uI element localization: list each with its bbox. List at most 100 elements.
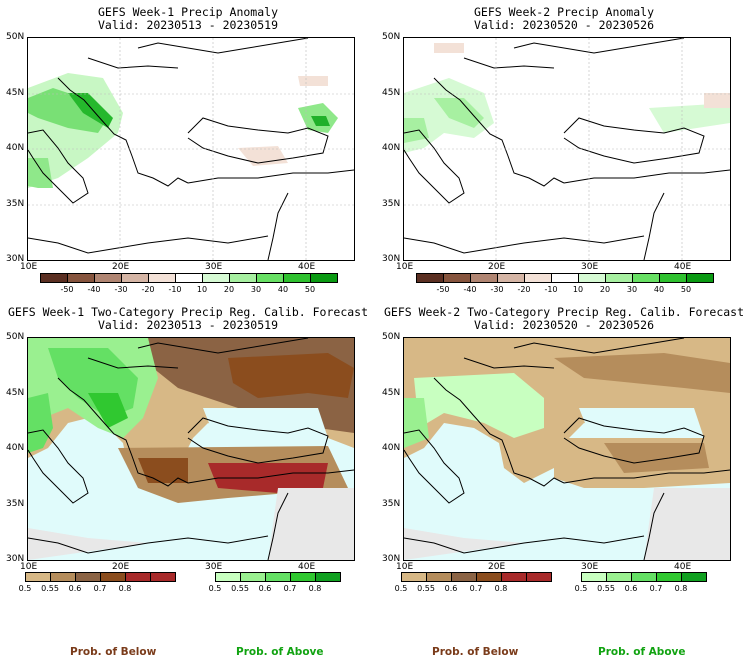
colorbar-label: -20 <box>141 285 155 294</box>
map-week2-anomaly <box>403 37 731 261</box>
colorbar-label: 0.55 <box>597 584 615 593</box>
colorbar-swatch <box>686 273 714 283</box>
colorbar-swatch <box>148 273 176 283</box>
lat-label-35n: 35N <box>382 199 401 209</box>
colorbar-label: 50 <box>304 285 316 294</box>
map-week2-probability <box>403 337 731 561</box>
colorbar-label: 0.5 <box>394 584 408 593</box>
colorbar-swatch <box>265 572 291 582</box>
colorbar-swatch <box>401 572 427 582</box>
panel-valid-date: Valid: 20230513 - 20230519 <box>97 18 278 32</box>
colorbar-label: -30 <box>490 285 504 294</box>
colorbar-swatch <box>443 273 471 283</box>
colorbar-swatch <box>497 273 525 283</box>
lon-label-10e: 10E <box>396 562 414 572</box>
lon-label-10e: 10E <box>20 262 38 272</box>
colorbar-swatch <box>121 273 149 283</box>
colorbar-label: 0.55 <box>231 584 249 593</box>
colorbar-label: 0.5 <box>18 584 32 593</box>
colorbar-swatch <box>470 273 498 283</box>
colorbar-swatch <box>290 572 316 582</box>
colorbar-label: 0.5 <box>208 584 222 593</box>
prob-below-colorbar: 0.5 0.55 0.6 0.7 0.8 <box>395 572 561 598</box>
colorbar-label: 0.6 <box>624 584 638 593</box>
colorbar-label: 0.8 <box>118 584 132 593</box>
map-canvas <box>28 338 354 560</box>
panel-title: GEFS Week-2 Precip Anomaly <box>473 5 654 19</box>
lat-label-45n: 45N <box>382 88 401 98</box>
colorbar-label: -30 <box>114 285 128 294</box>
lon-label-10e: 10E <box>396 262 414 272</box>
colorbar-swatch <box>416 273 444 283</box>
anomaly-colorbar: -50 -40 -30 -20 -10 10 20 30 40 50 <box>40 273 340 297</box>
colorbar-swatch <box>67 273 95 283</box>
colorbar-label: 10 <box>572 285 584 294</box>
lon-label-40e: 40E <box>674 562 692 572</box>
legend-prob-above: Prob. of Above <box>236 646 324 658</box>
lon-label-20e: 20E <box>112 262 130 272</box>
lon-label-30e: 30E <box>581 562 599 572</box>
colorbar-label: -50 <box>60 285 74 294</box>
colorbar-swatch <box>656 572 682 582</box>
lat-label-30n: 30N <box>6 554 25 564</box>
prob-above-colorbar: 0.5 0.55 0.6 0.7 0.8 <box>575 572 721 598</box>
colorbar-label: 0.7 <box>283 584 297 593</box>
colorbar-swatch <box>451 572 477 582</box>
lat-label-45n: 45N <box>382 388 401 398</box>
colorbar-swatch <box>631 572 657 582</box>
lon-label-10e: 10E <box>20 562 38 572</box>
colorbar-swatch <box>681 572 707 582</box>
colorbar-label: 0.7 <box>93 584 107 593</box>
colorbar-label: -40 <box>463 285 477 294</box>
colorbar-swatch <box>283 273 311 283</box>
prob-above-colorbar: 0.5 0.55 0.6 0.7 0.8 <box>209 572 355 598</box>
panel-week1-anomaly: GEFS Week-1 Precip Anomaly Valid: 202305… <box>0 0 376 300</box>
colorbar-label: 0.6 <box>444 584 458 593</box>
colorbar-swatch <box>426 572 452 582</box>
colorbar-swatch <box>256 273 284 283</box>
lat-label-50n: 50N <box>382 32 401 42</box>
colorbar-swatch <box>40 273 68 283</box>
colorbar-label: 0.8 <box>308 584 322 593</box>
lon-label-30e: 30E <box>205 562 223 572</box>
panel-title: GEFS Week-2 Two-Category Precip Reg. Cal… <box>383 305 745 319</box>
colorbar-swatch <box>240 572 266 582</box>
lon-label-20e: 20E <box>488 562 506 572</box>
lon-label-30e: 30E <box>581 262 599 272</box>
lat-label-40n: 40N <box>6 443 25 453</box>
colorbar-swatch <box>578 273 606 283</box>
lat-label-30n: 30N <box>382 554 401 564</box>
map-week1-anomaly <box>27 37 355 261</box>
colorbar-swatch <box>632 273 660 283</box>
lon-label-30e: 30E <box>205 262 223 272</box>
colorbar-label: 20 <box>223 285 235 294</box>
colorbar-swatch <box>202 273 230 283</box>
lat-label-50n: 50N <box>6 332 25 342</box>
colorbar-label: 0.7 <box>649 584 663 593</box>
panel-week2-anomaly: GEFS Week-2 Precip Anomaly Valid: 202305… <box>376 0 752 300</box>
panel-title: GEFS Week-1 Precip Anomaly <box>97 5 278 19</box>
colorbar-label: 0.6 <box>258 584 272 593</box>
colorbar-swatch <box>526 572 552 582</box>
colorbar-swatch <box>25 572 51 582</box>
lon-label-20e: 20E <box>112 562 130 572</box>
lat-label-50n: 50N <box>382 332 401 342</box>
legend-prob-below: Prob. of Below <box>432 646 519 658</box>
panel-valid-date: Valid: 20230520 - 20230526 <box>473 318 654 332</box>
lat-label-30n: 30N <box>6 254 25 264</box>
colorbar-swatch <box>229 273 257 283</box>
prob-below-colorbar: 0.5 0.55 0.6 0.7 0.8 <box>19 572 185 598</box>
colorbar-label: 40 <box>653 285 665 294</box>
map-canvas <box>404 38 730 260</box>
legend-prob-above: Prob. of Above <box>598 646 686 658</box>
lat-label-40n: 40N <box>382 143 401 153</box>
panel-valid-date: Valid: 20230520 - 20230526 <box>473 18 654 32</box>
lon-label-40e: 40E <box>298 262 316 272</box>
colorbar-swatch <box>75 572 101 582</box>
colorbar-label: -10 <box>544 285 558 294</box>
colorbar-swatch <box>524 273 552 283</box>
lon-label-40e: 40E <box>298 562 316 572</box>
map-week1-probability <box>27 337 355 561</box>
colorbar-label: 0.5 <box>574 584 588 593</box>
map-canvas <box>404 338 730 560</box>
